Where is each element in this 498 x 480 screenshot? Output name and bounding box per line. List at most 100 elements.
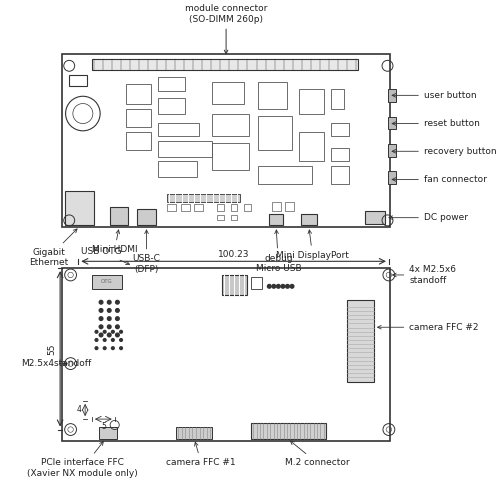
Text: user button: user button — [392, 91, 477, 100]
Text: M2.5x4standoff: M2.5x4standoff — [21, 359, 92, 368]
Bar — [92, 59, 358, 71]
Bar — [213, 82, 245, 105]
Bar — [347, 300, 374, 382]
Bar — [258, 116, 292, 150]
Bar — [251, 423, 326, 439]
Bar — [258, 166, 312, 184]
Circle shape — [286, 285, 289, 288]
Circle shape — [108, 333, 111, 337]
Circle shape — [99, 325, 103, 329]
Bar — [176, 427, 213, 439]
Circle shape — [116, 325, 119, 329]
Bar — [62, 54, 390, 227]
Text: recovery button: recovery button — [392, 147, 497, 156]
Bar — [158, 77, 185, 91]
Text: camera FFC #2: camera FFC #2 — [377, 323, 479, 332]
Bar — [158, 122, 199, 136]
Bar — [158, 161, 197, 177]
Text: 55: 55 — [47, 343, 56, 355]
Text: 5: 5 — [101, 422, 106, 431]
Circle shape — [116, 317, 119, 321]
Text: OTG: OTG — [101, 279, 113, 284]
Circle shape — [103, 330, 106, 333]
Text: debug
Micro USB: debug Micro USB — [255, 230, 301, 273]
Text: USB-C
(DFP): USB-C (DFP) — [132, 230, 160, 274]
Bar — [213, 114, 249, 136]
Circle shape — [281, 285, 285, 288]
Bar — [62, 268, 390, 441]
Text: USB OTG: USB OTG — [81, 247, 129, 264]
Bar — [387, 117, 396, 130]
Text: reset button: reset button — [392, 119, 480, 128]
Circle shape — [108, 325, 111, 329]
Circle shape — [112, 330, 114, 333]
Bar — [331, 88, 344, 109]
Circle shape — [99, 333, 103, 337]
Circle shape — [108, 309, 111, 312]
Bar — [387, 171, 396, 184]
Bar — [194, 204, 203, 211]
Bar — [167, 204, 176, 211]
Text: M.2 connector: M.2 connector — [285, 441, 349, 467]
Circle shape — [103, 347, 106, 349]
Circle shape — [95, 330, 98, 333]
Text: module connector
(SO-DIMM 260p): module connector (SO-DIMM 260p) — [185, 4, 267, 54]
Bar — [137, 209, 155, 225]
Circle shape — [267, 285, 271, 288]
Bar — [299, 132, 324, 161]
Bar — [126, 109, 151, 127]
Bar — [126, 84, 151, 105]
Circle shape — [116, 300, 119, 304]
Bar — [285, 202, 294, 211]
Circle shape — [120, 338, 123, 341]
Bar — [269, 214, 283, 225]
Text: fan connector: fan connector — [392, 175, 487, 184]
Circle shape — [120, 347, 123, 349]
Bar — [258, 82, 287, 109]
Bar — [69, 75, 88, 86]
Circle shape — [112, 347, 114, 349]
Circle shape — [99, 309, 103, 312]
Circle shape — [108, 300, 111, 304]
Bar — [231, 204, 238, 211]
Bar — [222, 275, 247, 295]
Circle shape — [112, 338, 114, 341]
Circle shape — [99, 317, 103, 321]
Circle shape — [272, 285, 276, 288]
Bar — [231, 215, 238, 220]
Bar — [181, 204, 190, 211]
Text: Gigabit
Ethernet: Gigabit Ethernet — [29, 229, 77, 267]
Bar — [99, 427, 117, 439]
Bar — [126, 132, 151, 150]
Bar — [365, 211, 385, 225]
Bar — [158, 141, 213, 157]
Bar — [299, 88, 324, 114]
Bar — [65, 191, 94, 225]
Text: DC power: DC power — [389, 213, 468, 222]
Bar — [387, 144, 396, 157]
Bar — [331, 166, 349, 184]
Bar — [251, 277, 262, 288]
Text: PCIe interface FFC
(Xavier NX module only): PCIe interface FFC (Xavier NX module onl… — [27, 442, 138, 478]
Bar — [110, 207, 128, 225]
Circle shape — [95, 338, 98, 341]
Bar — [92, 275, 122, 288]
Bar — [301, 214, 317, 225]
Circle shape — [116, 333, 119, 337]
Text: 100.23: 100.23 — [218, 250, 249, 259]
Bar — [331, 148, 349, 161]
Bar — [213, 143, 249, 170]
Circle shape — [95, 347, 98, 349]
Text: 4: 4 — [77, 406, 82, 415]
Circle shape — [290, 285, 294, 288]
Bar — [387, 89, 396, 102]
Circle shape — [276, 285, 280, 288]
Bar — [331, 122, 349, 136]
Bar — [217, 215, 224, 220]
Circle shape — [103, 338, 106, 341]
Bar — [245, 204, 251, 211]
Text: Mini HDMI: Mini HDMI — [92, 230, 137, 254]
Circle shape — [120, 330, 123, 333]
Circle shape — [99, 300, 103, 304]
Text: Mini DisplayPort: Mini DisplayPort — [276, 230, 349, 260]
